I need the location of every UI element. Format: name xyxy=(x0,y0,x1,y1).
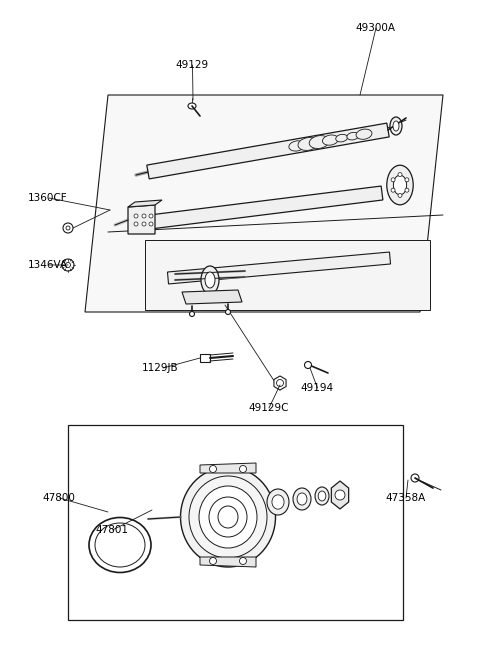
Ellipse shape xyxy=(189,476,267,558)
Bar xyxy=(200,354,210,362)
Ellipse shape xyxy=(336,134,348,142)
Ellipse shape xyxy=(95,523,145,567)
Circle shape xyxy=(405,188,409,192)
Ellipse shape xyxy=(188,103,196,109)
Ellipse shape xyxy=(393,121,399,131)
Ellipse shape xyxy=(293,488,311,510)
Ellipse shape xyxy=(387,165,413,205)
Ellipse shape xyxy=(309,136,329,149)
Ellipse shape xyxy=(297,493,307,505)
Circle shape xyxy=(209,557,216,565)
Circle shape xyxy=(391,188,395,192)
Polygon shape xyxy=(149,186,383,229)
Polygon shape xyxy=(168,252,391,284)
Text: 47801: 47801 xyxy=(95,525,128,535)
Polygon shape xyxy=(147,123,389,179)
Circle shape xyxy=(62,259,74,271)
Ellipse shape xyxy=(347,132,359,140)
Polygon shape xyxy=(274,376,286,390)
Polygon shape xyxy=(128,200,162,207)
Circle shape xyxy=(304,362,312,369)
Ellipse shape xyxy=(318,491,326,501)
Circle shape xyxy=(134,214,138,218)
Text: 49129: 49129 xyxy=(175,60,208,70)
Polygon shape xyxy=(145,240,430,310)
Circle shape xyxy=(149,214,153,218)
Circle shape xyxy=(66,226,70,230)
Polygon shape xyxy=(200,557,256,567)
Circle shape xyxy=(240,466,247,472)
Ellipse shape xyxy=(315,487,329,505)
Circle shape xyxy=(240,557,247,565)
Circle shape xyxy=(276,379,284,386)
Circle shape xyxy=(411,474,419,482)
Text: 1360CF: 1360CF xyxy=(28,193,68,203)
Text: 49129C: 49129C xyxy=(248,403,288,413)
Text: 47800: 47800 xyxy=(42,493,75,503)
Text: 1129JB: 1129JB xyxy=(142,363,179,373)
Circle shape xyxy=(209,466,216,472)
Ellipse shape xyxy=(394,175,407,195)
Ellipse shape xyxy=(272,495,284,509)
Ellipse shape xyxy=(356,129,372,140)
Ellipse shape xyxy=(390,117,402,135)
Circle shape xyxy=(134,222,138,226)
Circle shape xyxy=(398,193,402,197)
Polygon shape xyxy=(331,481,348,509)
Ellipse shape xyxy=(180,467,276,567)
Ellipse shape xyxy=(289,141,305,151)
Circle shape xyxy=(63,223,73,233)
Circle shape xyxy=(405,178,409,182)
Circle shape xyxy=(226,310,230,314)
Circle shape xyxy=(65,263,71,267)
Circle shape xyxy=(142,214,146,218)
Ellipse shape xyxy=(199,486,257,548)
Circle shape xyxy=(335,490,345,500)
Polygon shape xyxy=(85,95,443,312)
Polygon shape xyxy=(200,463,256,473)
Ellipse shape xyxy=(218,506,238,528)
Bar xyxy=(68,425,403,620)
Circle shape xyxy=(391,178,395,182)
Ellipse shape xyxy=(267,489,289,515)
Ellipse shape xyxy=(201,266,219,294)
Polygon shape xyxy=(182,290,242,304)
Circle shape xyxy=(398,173,402,177)
Circle shape xyxy=(190,312,194,316)
Text: 47358A: 47358A xyxy=(385,493,425,503)
Circle shape xyxy=(149,222,153,226)
Text: 1346VA: 1346VA xyxy=(28,260,68,270)
Polygon shape xyxy=(128,205,155,234)
Ellipse shape xyxy=(298,138,318,151)
Text: 49194: 49194 xyxy=(300,383,333,393)
Ellipse shape xyxy=(205,272,215,288)
Ellipse shape xyxy=(209,497,247,537)
Ellipse shape xyxy=(323,135,338,145)
Text: 49300A: 49300A xyxy=(355,23,395,33)
Circle shape xyxy=(142,222,146,226)
